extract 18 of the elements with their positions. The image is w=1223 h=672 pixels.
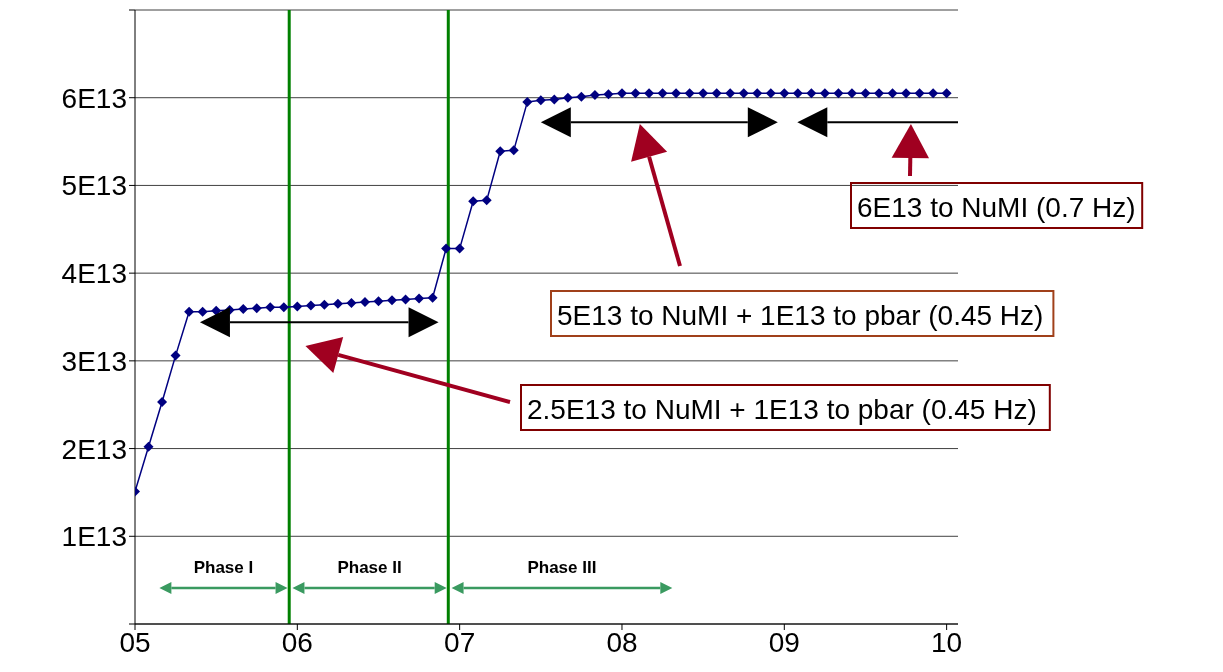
x-tick-label: 07 — [444, 626, 476, 658]
x-tick-label: 09 — [768, 626, 800, 658]
y-tick-label: 6E13 — [61, 82, 127, 114]
annotation: 2.5E13 to NuMI + 1E13 to pbar (0.45 Hz) — [527, 394, 1037, 425]
annotation: Phase I — [193, 558, 254, 578]
y-tick-label: 3E13 — [61, 345, 127, 377]
x-tick-label: 05 — [119, 626, 151, 658]
annotation: 6E13 to NuMI (0.7 Hz) — [857, 192, 1136, 223]
y-tick-label: 1E13 — [61, 521, 127, 553]
y-tick-label: 2E13 — [61, 433, 127, 465]
x-tick-label: 10 — [931, 626, 963, 658]
y-tick-label: 5E13 — [61, 170, 127, 202]
y-tick-label: 4E13 — [61, 258, 127, 290]
annotation: Phase II — [337, 558, 402, 578]
annotation: 5E13 to NuMI + 1E13 to pbar (0.45 Hz) — [557, 300, 1044, 331]
annotation: Phase III — [527, 558, 597, 578]
x-tick-label: 08 — [606, 626, 638, 658]
x-tick-label: 06 — [281, 626, 313, 658]
